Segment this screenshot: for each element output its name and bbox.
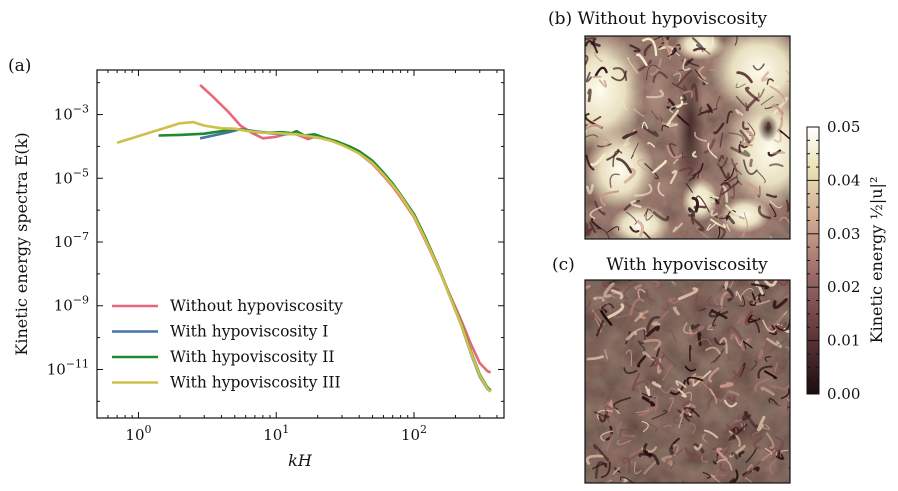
colorbar-tick-label: 0.05 xyxy=(827,118,860,136)
y-tick-label: 10−9 xyxy=(54,294,89,315)
axis-ticks: 100 101 102 10−11 10−9 10−7 10−5 10−3 xyxy=(47,70,504,444)
series-line xyxy=(116,120,492,393)
plot-frame xyxy=(96,69,505,419)
heatmap-b-frame xyxy=(584,35,791,240)
heatmap-with-hypoviscosity xyxy=(585,280,790,483)
colorbar-tick-label: 0.04 xyxy=(827,171,860,189)
spectrum-plot: 100 101 102 10−11 10−9 10−7 10−5 10−3 Without h… xyxy=(12,69,505,470)
y-axis-label: Kinetic energy spectra E(k) xyxy=(12,132,31,355)
x-tick-label: 102 xyxy=(401,423,427,444)
series-lines xyxy=(116,83,492,393)
legend: Without hypoviscosity With hypoviscosity … xyxy=(112,297,343,392)
x-axis-label: kH xyxy=(288,451,313,470)
x-tick-label: 100 xyxy=(125,423,151,444)
legend-label: With hypoviscosity I xyxy=(170,323,328,341)
panel-a-label: (a) xyxy=(8,56,31,76)
legend-label: Without hypoviscosity xyxy=(170,297,343,315)
y-tick-label: 10−5 xyxy=(54,166,89,187)
heatmap-c-frame xyxy=(584,279,791,484)
colorbar-tick-label: 0.01 xyxy=(827,332,860,350)
colorbar-tick-label: 0.02 xyxy=(827,278,860,296)
colorbar: 0.00 0.01 0.02 0.03 0.04 0.05 Kinetic energy … xyxy=(806,118,886,403)
y-tick-label: 10−11 xyxy=(47,357,89,378)
colorbar-tick-label: 0.00 xyxy=(827,385,860,403)
y-tick-label: 10−7 xyxy=(54,230,89,251)
colorbar-tick-label: 0.03 xyxy=(827,225,860,243)
colorbar-label: Kinetic energy ½|u|² xyxy=(867,177,886,344)
legend-label: With hypoviscosity III xyxy=(170,374,341,392)
y-tick-label: 10−3 xyxy=(54,103,89,124)
heatmap-without-hypoviscosity xyxy=(585,36,790,239)
colorbar-ticks: 0.00 0.01 0.02 0.03 0.04 0.05 xyxy=(807,118,860,403)
panel-b-label: (b) Without hypoviscosity xyxy=(548,9,768,29)
panel-c-title: With hypoviscosity xyxy=(606,255,768,275)
x-tick-label: 101 xyxy=(263,423,289,444)
panel-c-label: (c) xyxy=(552,255,575,275)
legend-label: With hypoviscosity II xyxy=(170,348,335,366)
